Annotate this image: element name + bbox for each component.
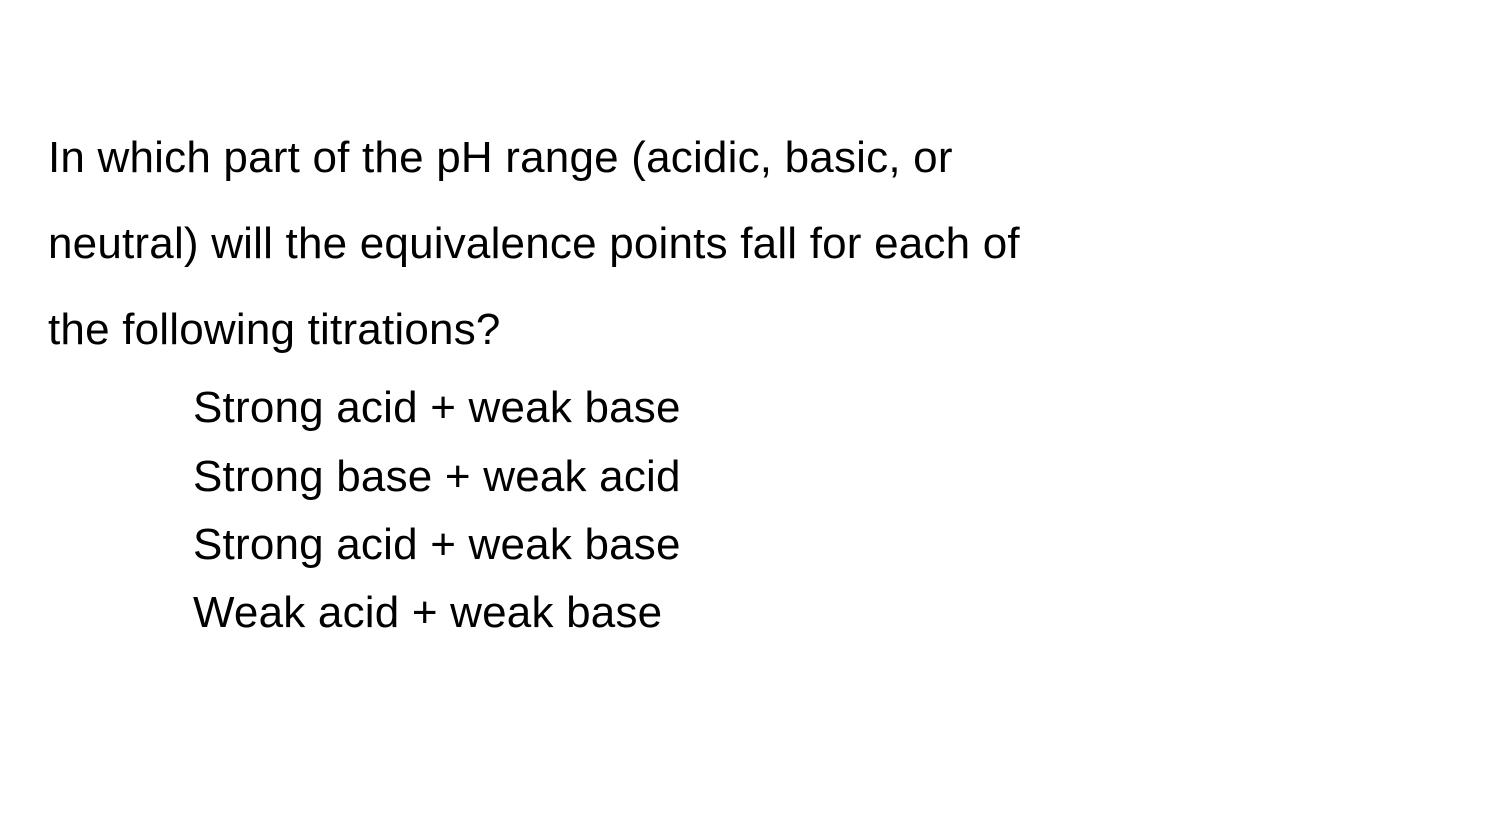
question-line-1: In which part of the pH range (acidic, b… — [48, 115, 1440, 201]
option-item: Strong acid + weak base — [193, 511, 1440, 579]
question-container: In which part of the pH range (acidic, b… — [0, 0, 1500, 647]
option-item: Weak acid + weak base — [193, 579, 1440, 647]
option-item: Strong base + weak acid — [193, 443, 1440, 511]
option-item: Strong acid + weak base — [193, 374, 1440, 442]
question-line-2: neutral) will the equivalence points fal… — [48, 201, 1440, 287]
options-list: Strong acid + weak base Strong base + we… — [48, 372, 1440, 647]
question-line-3: the following titrations? — [48, 287, 1440, 373]
